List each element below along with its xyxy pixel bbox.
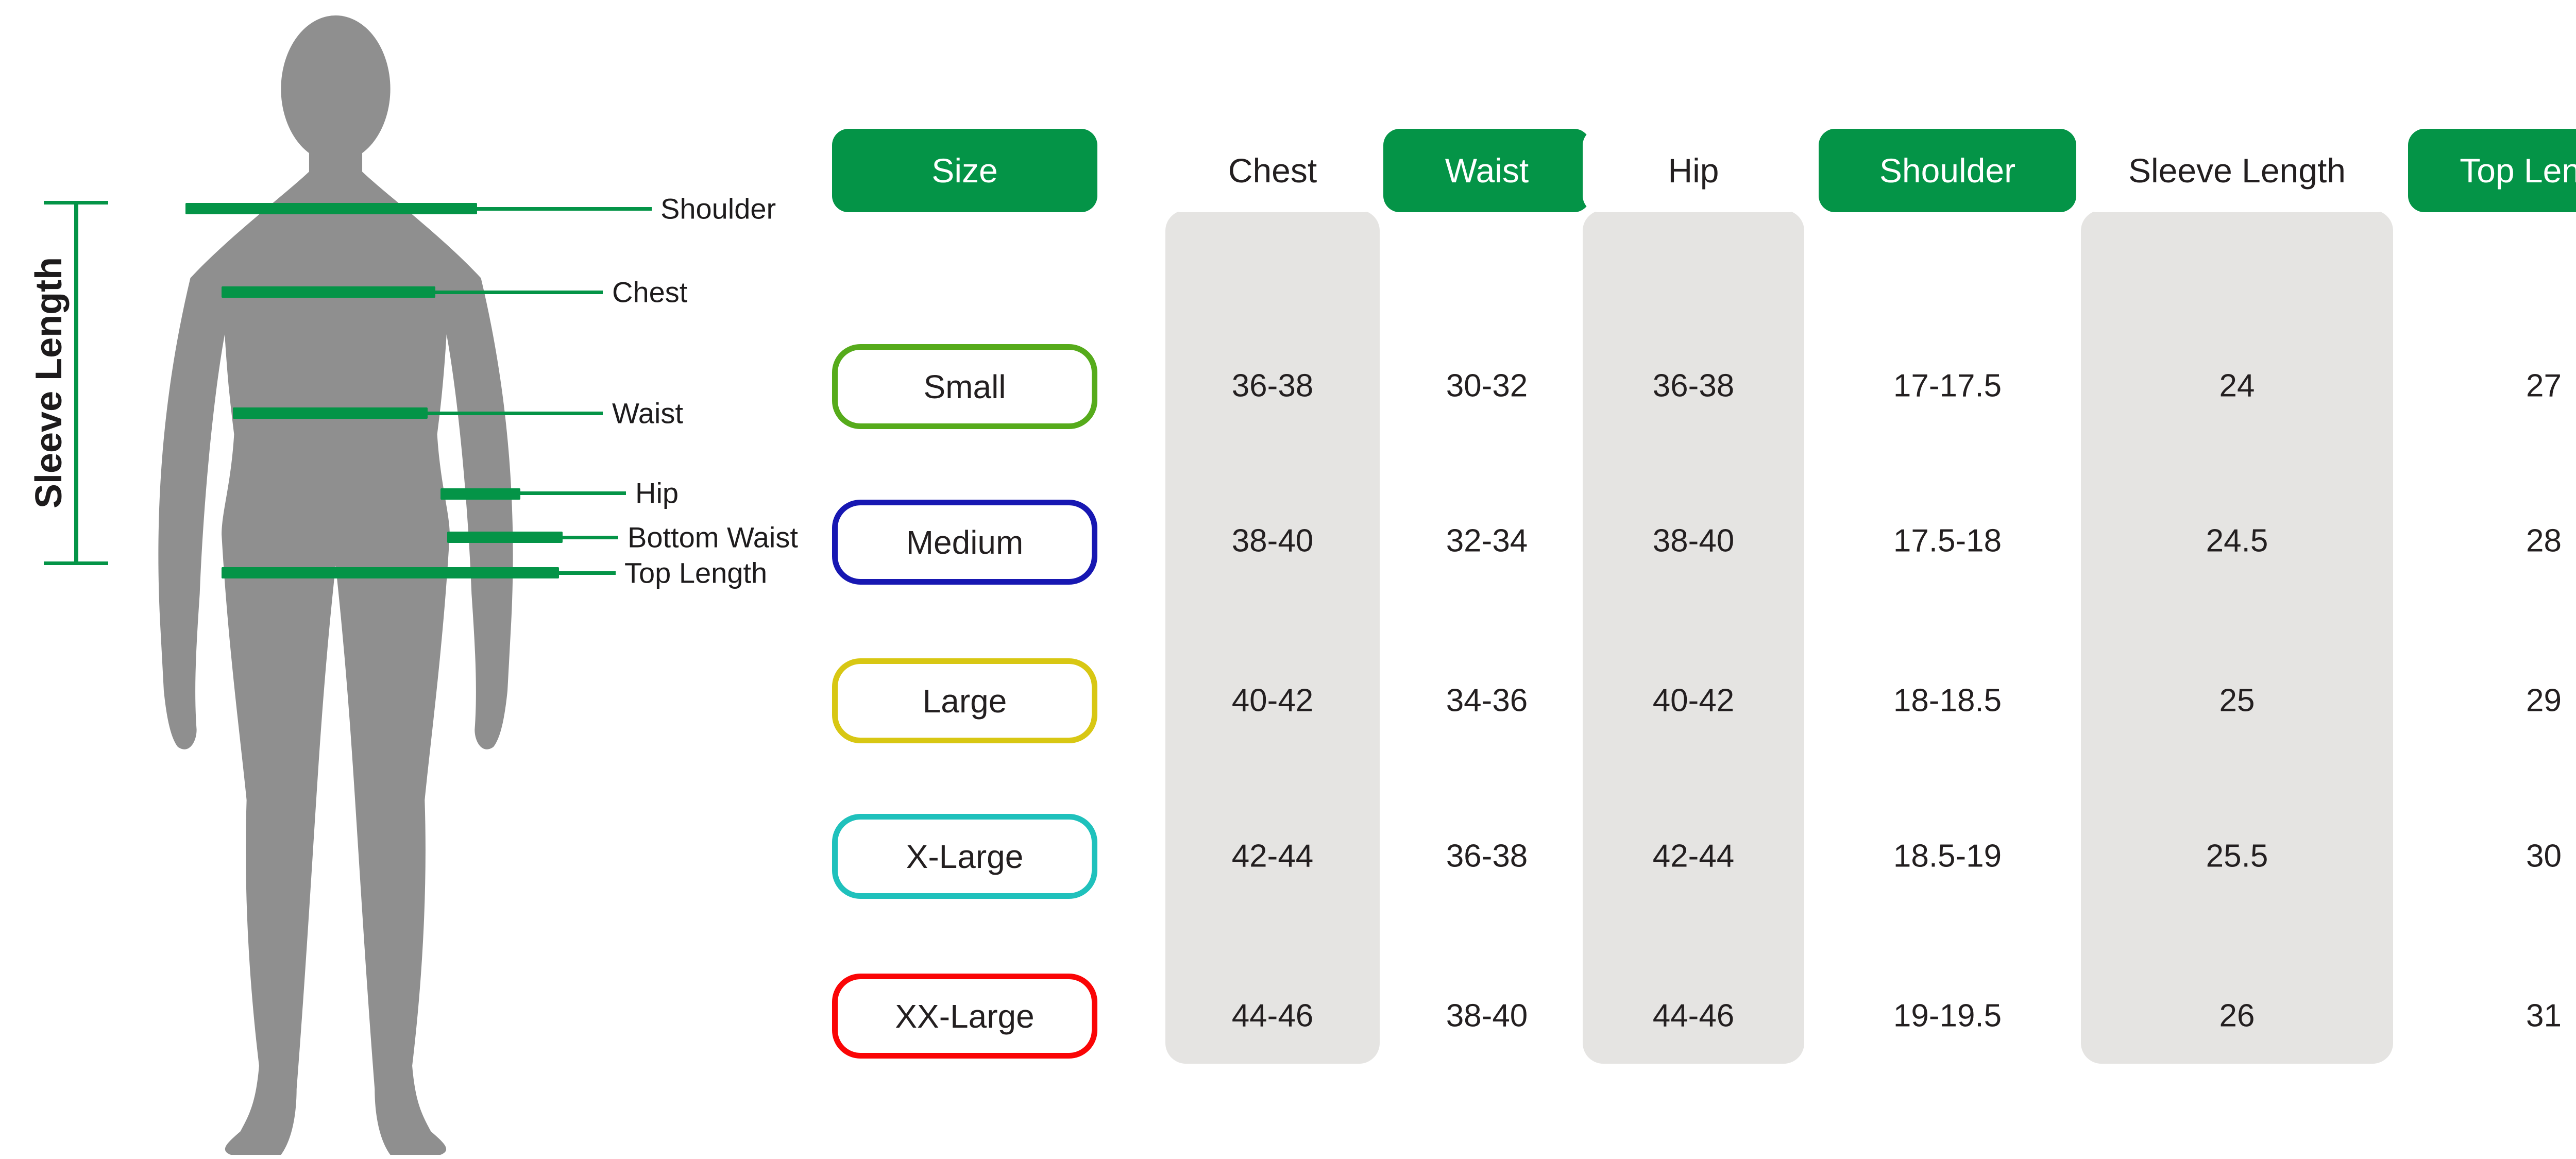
cell-hip-medium: 38-40	[1652, 523, 1735, 559]
size-button-small[interactable]: Small	[832, 344, 1097, 429]
cell-top-length-x-large: 30	[2526, 838, 2562, 874]
body-silhouette	[158, 15, 513, 1155]
column-header-label-chest: Chest	[1228, 151, 1317, 190]
column-band-hip	[1583, 210, 1804, 1064]
cell-shoulder-medium: 17.5-18	[1893, 523, 2002, 559]
column-header-size: Size	[832, 129, 1097, 212]
waist-label: Waist	[612, 397, 683, 430]
cell-waist-medium: 32-34	[1446, 523, 1528, 559]
cell-shoulder-small: 17-17.5	[1893, 368, 2002, 404]
column-header-shoulder: Shoulder	[1819, 129, 2076, 212]
column-header-label-size: Size	[931, 151, 998, 190]
cell-sleeve-length-x-large: 25.5	[2206, 838, 2268, 874]
shoulder-label: Shoulder	[660, 192, 776, 225]
hip-label: Hip	[635, 476, 679, 509]
size-button-medium[interactable]: Medium	[832, 500, 1097, 585]
cell-shoulder-large: 18-18.5	[1893, 683, 2002, 719]
size-button-label: Medium	[906, 523, 1024, 561]
size-button-xx-large[interactable]: XX-Large	[832, 974, 1097, 1059]
cell-sleeve-length-large: 25	[2219, 683, 2255, 719]
sleeve-length-bracket-line	[74, 201, 78, 565]
column-band-sleeve-length	[2081, 210, 2393, 1064]
size-button-label: Large	[922, 682, 1007, 720]
size-button-label: Small	[923, 368, 1006, 405]
chest-label: Chest	[612, 276, 688, 309]
column-header-sleeve-length: Sleeve Length	[2081, 129, 2393, 212]
size-button-large[interactable]: Large	[832, 658, 1097, 743]
column-header-label-waist: Waist	[1445, 151, 1529, 190]
cell-chest-small: 36-38	[1231, 368, 1314, 404]
size-button-label: XX-Large	[895, 997, 1035, 1035]
column-header-top-length: Top Length	[2408, 129, 2576, 212]
body-measurement-figure: Sleeve Length Shoulder Chest Waist Hip B…	[0, 0, 824, 1159]
cell-hip-large: 40-42	[1652, 683, 1735, 719]
cell-top-length-large: 29	[2526, 683, 2562, 719]
cell-waist-xx-large: 38-40	[1446, 998, 1528, 1034]
size-button-label: X-Large	[906, 838, 1024, 875]
cell-waist-large: 34-36	[1446, 683, 1528, 719]
cell-chest-large: 40-42	[1231, 683, 1314, 719]
cell-top-length-medium: 28	[2526, 523, 2562, 559]
sleeve-length-label: Sleeve Length	[28, 257, 70, 509]
cell-waist-x-large: 36-38	[1446, 838, 1528, 874]
column-header-label-shoulder: Shoulder	[1879, 151, 2016, 190]
column-band-chest	[1165, 210, 1380, 1064]
cell-chest-x-large: 42-44	[1231, 838, 1314, 874]
cell-hip-small: 36-38	[1652, 368, 1735, 404]
cell-sleeve-length-medium: 24.5	[2206, 523, 2268, 559]
size-button-x-large[interactable]: X-Large	[832, 814, 1097, 899]
cell-top-length-xx-large: 31	[2526, 998, 2562, 1034]
cell-shoulder-x-large: 18.5-19	[1893, 838, 2002, 874]
column-header-label-top-length: Top Length	[2460, 151, 2576, 190]
cell-chest-xx-large: 44-46	[1231, 998, 1314, 1034]
sleeve-length-bracket-top-cap	[44, 201, 108, 204]
cell-waist-small: 30-32	[1446, 368, 1528, 404]
column-header-chest: Chest	[1165, 129, 1380, 212]
column-header-label-sleeve-length: Sleeve Length	[2128, 151, 2346, 190]
top-length-label: Top Length	[624, 556, 768, 589]
cell-shoulder-xx-large: 19-19.5	[1893, 998, 2002, 1034]
cell-sleeve-length-xx-large: 26	[2219, 998, 2255, 1034]
bottom-waist-label: Bottom Waist	[628, 521, 798, 554]
column-header-hip: Hip	[1583, 129, 1804, 212]
cell-hip-xx-large: 44-46	[1652, 998, 1735, 1034]
column-header-label-hip: Hip	[1668, 151, 1719, 190]
cell-sleeve-length-small: 24	[2219, 368, 2255, 404]
sleeve-length-bracket-bottom-cap	[44, 561, 108, 565]
column-header-waist: Waist	[1383, 129, 1590, 212]
cell-hip-x-large: 42-44	[1652, 838, 1735, 874]
cell-top-length-small: 27	[2526, 368, 2562, 404]
cell-chest-medium: 38-40	[1231, 523, 1314, 559]
